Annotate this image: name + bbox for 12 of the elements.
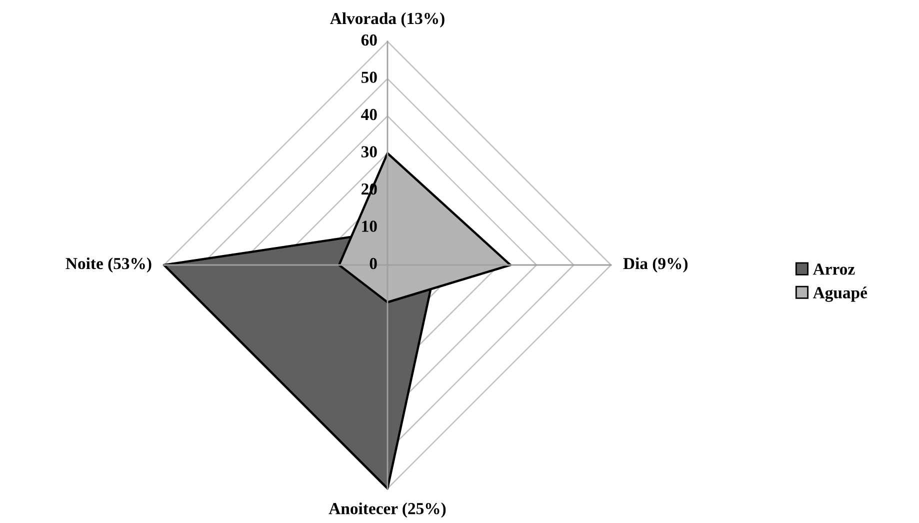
y-tick-label: 50	[362, 72, 377, 83]
y-tick-label: 0	[370, 258, 377, 270]
y-tick-label: 40	[361, 108, 377, 120]
y-tick-label: 60	[361, 34, 377, 46]
spoke-label: Noite (53%)	[66, 257, 152, 273]
y-tick-label: 10	[362, 220, 377, 232]
spoke-label: Anoitecer (25%)	[328, 502, 446, 518]
spoke-label: Dia (9%)	[623, 257, 688, 273]
legend-label: Aguapé	[812, 286, 868, 302]
y-tick-label: 30	[361, 146, 377, 158]
legend-label: Arroz	[812, 264, 855, 275]
spoke-label: Alvorada (13%)	[330, 12, 444, 28]
